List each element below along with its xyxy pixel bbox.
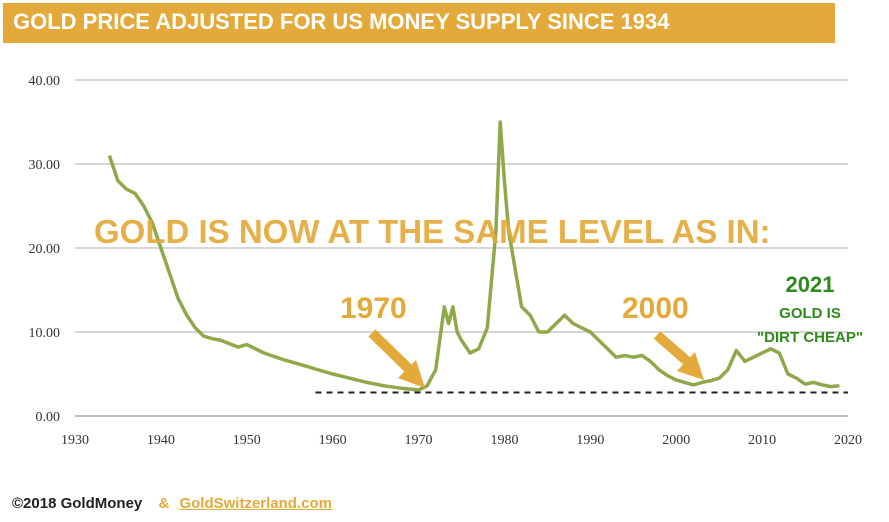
footer-copyright: ©2018 GoldMoney <box>12 495 143 512</box>
arrow-2000-icon <box>653 331 692 366</box>
y-tick-label: 0.00 <box>36 410 61 425</box>
x-tick-label: 1930 <box>61 433 89 448</box>
annotation-2021: 2021 <box>786 272 835 297</box>
y-tick-label: 10.00 <box>29 326 61 341</box>
arrow-1970-icon <box>368 329 414 374</box>
x-tick-label: 1940 <box>147 433 175 448</box>
x-tick-label: 2000 <box>662 433 690 448</box>
y-tick-label: 40.00 <box>29 74 61 89</box>
y-tick-label: 30.00 <box>29 158 61 173</box>
arrowhead-2000-icon <box>677 352 704 380</box>
annotation-2000: 2000 <box>622 292 689 325</box>
x-tick-label: 2020 <box>834 433 862 448</box>
x-axis-ticks: 1930 1940 1950 1960 1970 1980 1990 2000 2010 2020 <box>61 433 862 448</box>
x-tick-label: 1950 <box>233 433 261 448</box>
grid-lines <box>75 79 848 417</box>
footer-ampersand: & <box>158 495 170 512</box>
annotation-gold-is: GOLD IS <box>779 305 841 322</box>
footer-link[interactable]: GoldSwitzerland.com <box>179 495 332 512</box>
title-banner: GOLD PRICE ADJUSTED FOR US MONEY SUPPLY … <box>3 3 835 43</box>
series-line-gold-adjusted <box>107 120 840 392</box>
annotation-dirt-cheap: "DIRT CHEAP" <box>757 329 863 346</box>
x-tick-label: 1990 <box>576 433 604 448</box>
arrowhead-1970-icon <box>398 360 425 388</box>
annotation-1970: 1970 <box>340 292 407 325</box>
headline-annotation: GOLD IS NOW AT THE SAME LEVEL AS IN: <box>94 213 771 250</box>
x-tick-label: 1980 <box>490 433 518 448</box>
y-tick-label: 20.00 <box>29 242 61 257</box>
x-tick-label: 1970 <box>405 433 433 448</box>
y-axis-ticks: 0.00 10.00 20.00 30.00 40.00 <box>29 74 61 425</box>
footer: ©2018 GoldMoney & GoldSwitzerland.com <box>12 495 332 512</box>
chart-title: GOLD PRICE ADJUSTED FOR US MONEY SUPPLY … <box>13 9 670 34</box>
x-tick-label: 1960 <box>319 433 347 448</box>
x-tick-label: 2010 <box>748 433 776 448</box>
